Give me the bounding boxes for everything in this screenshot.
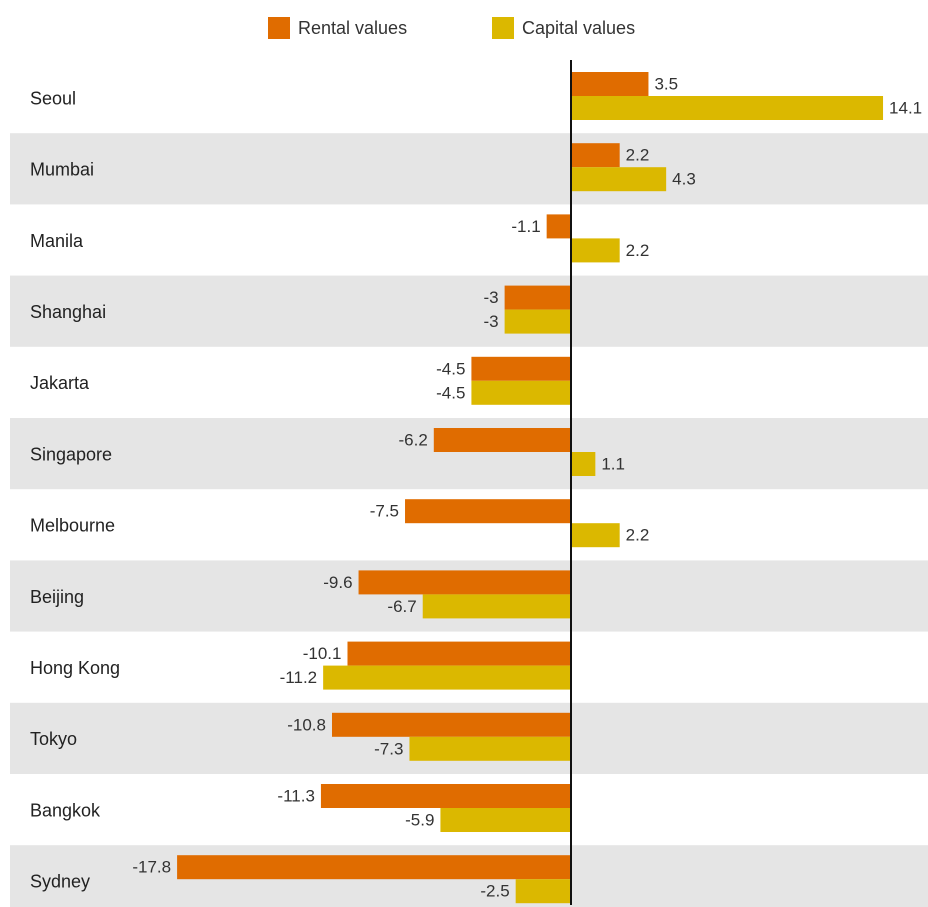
value-label: -10.8 [287, 715, 326, 734]
category-label: Bangkok [30, 800, 101, 820]
bar [504, 285, 571, 310]
value-label: -6.7 [387, 597, 416, 616]
category-label: Sydney [30, 872, 90, 892]
legend-label: Capital values [522, 18, 635, 38]
category-label: Mumbai [30, 160, 94, 180]
category-label: Seoul [30, 88, 76, 108]
category-label: Beijing [30, 587, 84, 607]
value-label: -11.2 [280, 668, 318, 687]
value-label: 4.3 [672, 170, 696, 189]
value-label: 2.2 [626, 526, 650, 545]
value-label: -17.8 [132, 858, 171, 877]
legend-label: Rental values [298, 18, 407, 38]
value-label: -4.5 [436, 383, 465, 402]
bar [440, 808, 571, 832]
legend-swatch [492, 17, 514, 39]
bar [405, 499, 571, 524]
value-label: -6.2 [398, 430, 427, 449]
bar [546, 214, 571, 239]
value-label: -11.3 [277, 786, 315, 805]
value-label: 2.2 [626, 146, 650, 165]
category-label: Jakarta [30, 373, 90, 393]
row-band [10, 133, 928, 205]
category-label: Manila [30, 231, 84, 251]
bar [571, 96, 884, 120]
bar [571, 523, 620, 548]
bar [320, 784, 571, 808]
value-label: 2.2 [626, 241, 650, 260]
value-label: 1.1 [601, 454, 625, 473]
value-label: -5.9 [405, 810, 434, 829]
bar [471, 380, 571, 405]
row-band [10, 275, 928, 347]
bar [409, 736, 571, 761]
bar [433, 428, 571, 452]
value-label: -1.1 [511, 217, 540, 236]
legend-swatch [268, 17, 290, 39]
bar [471, 356, 571, 381]
category-label: Melbourne [30, 516, 115, 536]
value-label: -7.5 [370, 502, 399, 521]
bar [347, 641, 571, 666]
value-label: -4.5 [436, 359, 465, 378]
bar [571, 238, 620, 263]
category-label: Hong Kong [30, 658, 120, 678]
bar [571, 452, 596, 476]
value-label: -10.1 [303, 644, 342, 663]
bar [571, 72, 649, 96]
bar [358, 570, 571, 595]
bar [331, 712, 571, 737]
category-label: Tokyo [30, 729, 77, 749]
value-label: 14.1 [889, 98, 922, 117]
bar [422, 594, 571, 619]
bar [571, 143, 620, 168]
category-label: Singapore [30, 444, 112, 464]
bar [177, 855, 571, 880]
category-label: Shanghai [30, 302, 106, 322]
bar [323, 665, 571, 690]
bar [504, 309, 571, 334]
value-label: -3 [483, 312, 498, 331]
value-label: -9.6 [323, 573, 352, 592]
bar [515, 879, 571, 904]
value-label: -7.3 [374, 739, 403, 758]
value-label: 3.5 [654, 74, 678, 93]
value-label: -3 [483, 288, 498, 307]
value-label: -2.5 [480, 882, 509, 901]
bar [571, 167, 667, 192]
